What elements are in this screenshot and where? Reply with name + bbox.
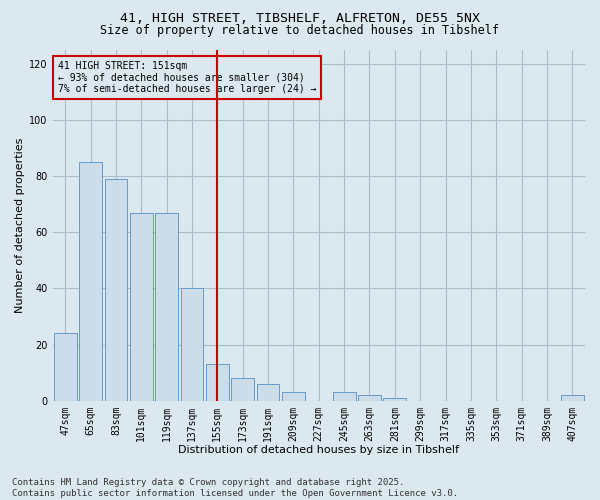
Bar bbox=[181, 288, 203, 401]
Text: Contains HM Land Registry data © Crown copyright and database right 2025.
Contai: Contains HM Land Registry data © Crown c… bbox=[12, 478, 458, 498]
Bar bbox=[206, 364, 229, 401]
Bar bbox=[383, 398, 406, 400]
Text: 41, HIGH STREET, TIBSHELF, ALFRETON, DE55 5NX: 41, HIGH STREET, TIBSHELF, ALFRETON, DE5… bbox=[120, 12, 480, 26]
Bar bbox=[104, 179, 127, 400]
Bar bbox=[79, 162, 102, 400]
Bar bbox=[358, 395, 381, 400]
X-axis label: Distribution of detached houses by size in Tibshelf: Distribution of detached houses by size … bbox=[178, 445, 459, 455]
Bar bbox=[54, 334, 77, 400]
Bar bbox=[231, 378, 254, 400]
Text: 41 HIGH STREET: 151sqm
← 93% of detached houses are smaller (304)
7% of semi-det: 41 HIGH STREET: 151sqm ← 93% of detached… bbox=[58, 60, 316, 94]
Bar bbox=[561, 395, 584, 400]
Y-axis label: Number of detached properties: Number of detached properties bbox=[15, 138, 25, 313]
Bar bbox=[155, 212, 178, 400]
Text: Size of property relative to detached houses in Tibshelf: Size of property relative to detached ho… bbox=[101, 24, 499, 37]
Bar bbox=[257, 384, 280, 400]
Bar bbox=[282, 392, 305, 400]
Bar bbox=[333, 392, 356, 400]
Bar bbox=[130, 212, 152, 400]
